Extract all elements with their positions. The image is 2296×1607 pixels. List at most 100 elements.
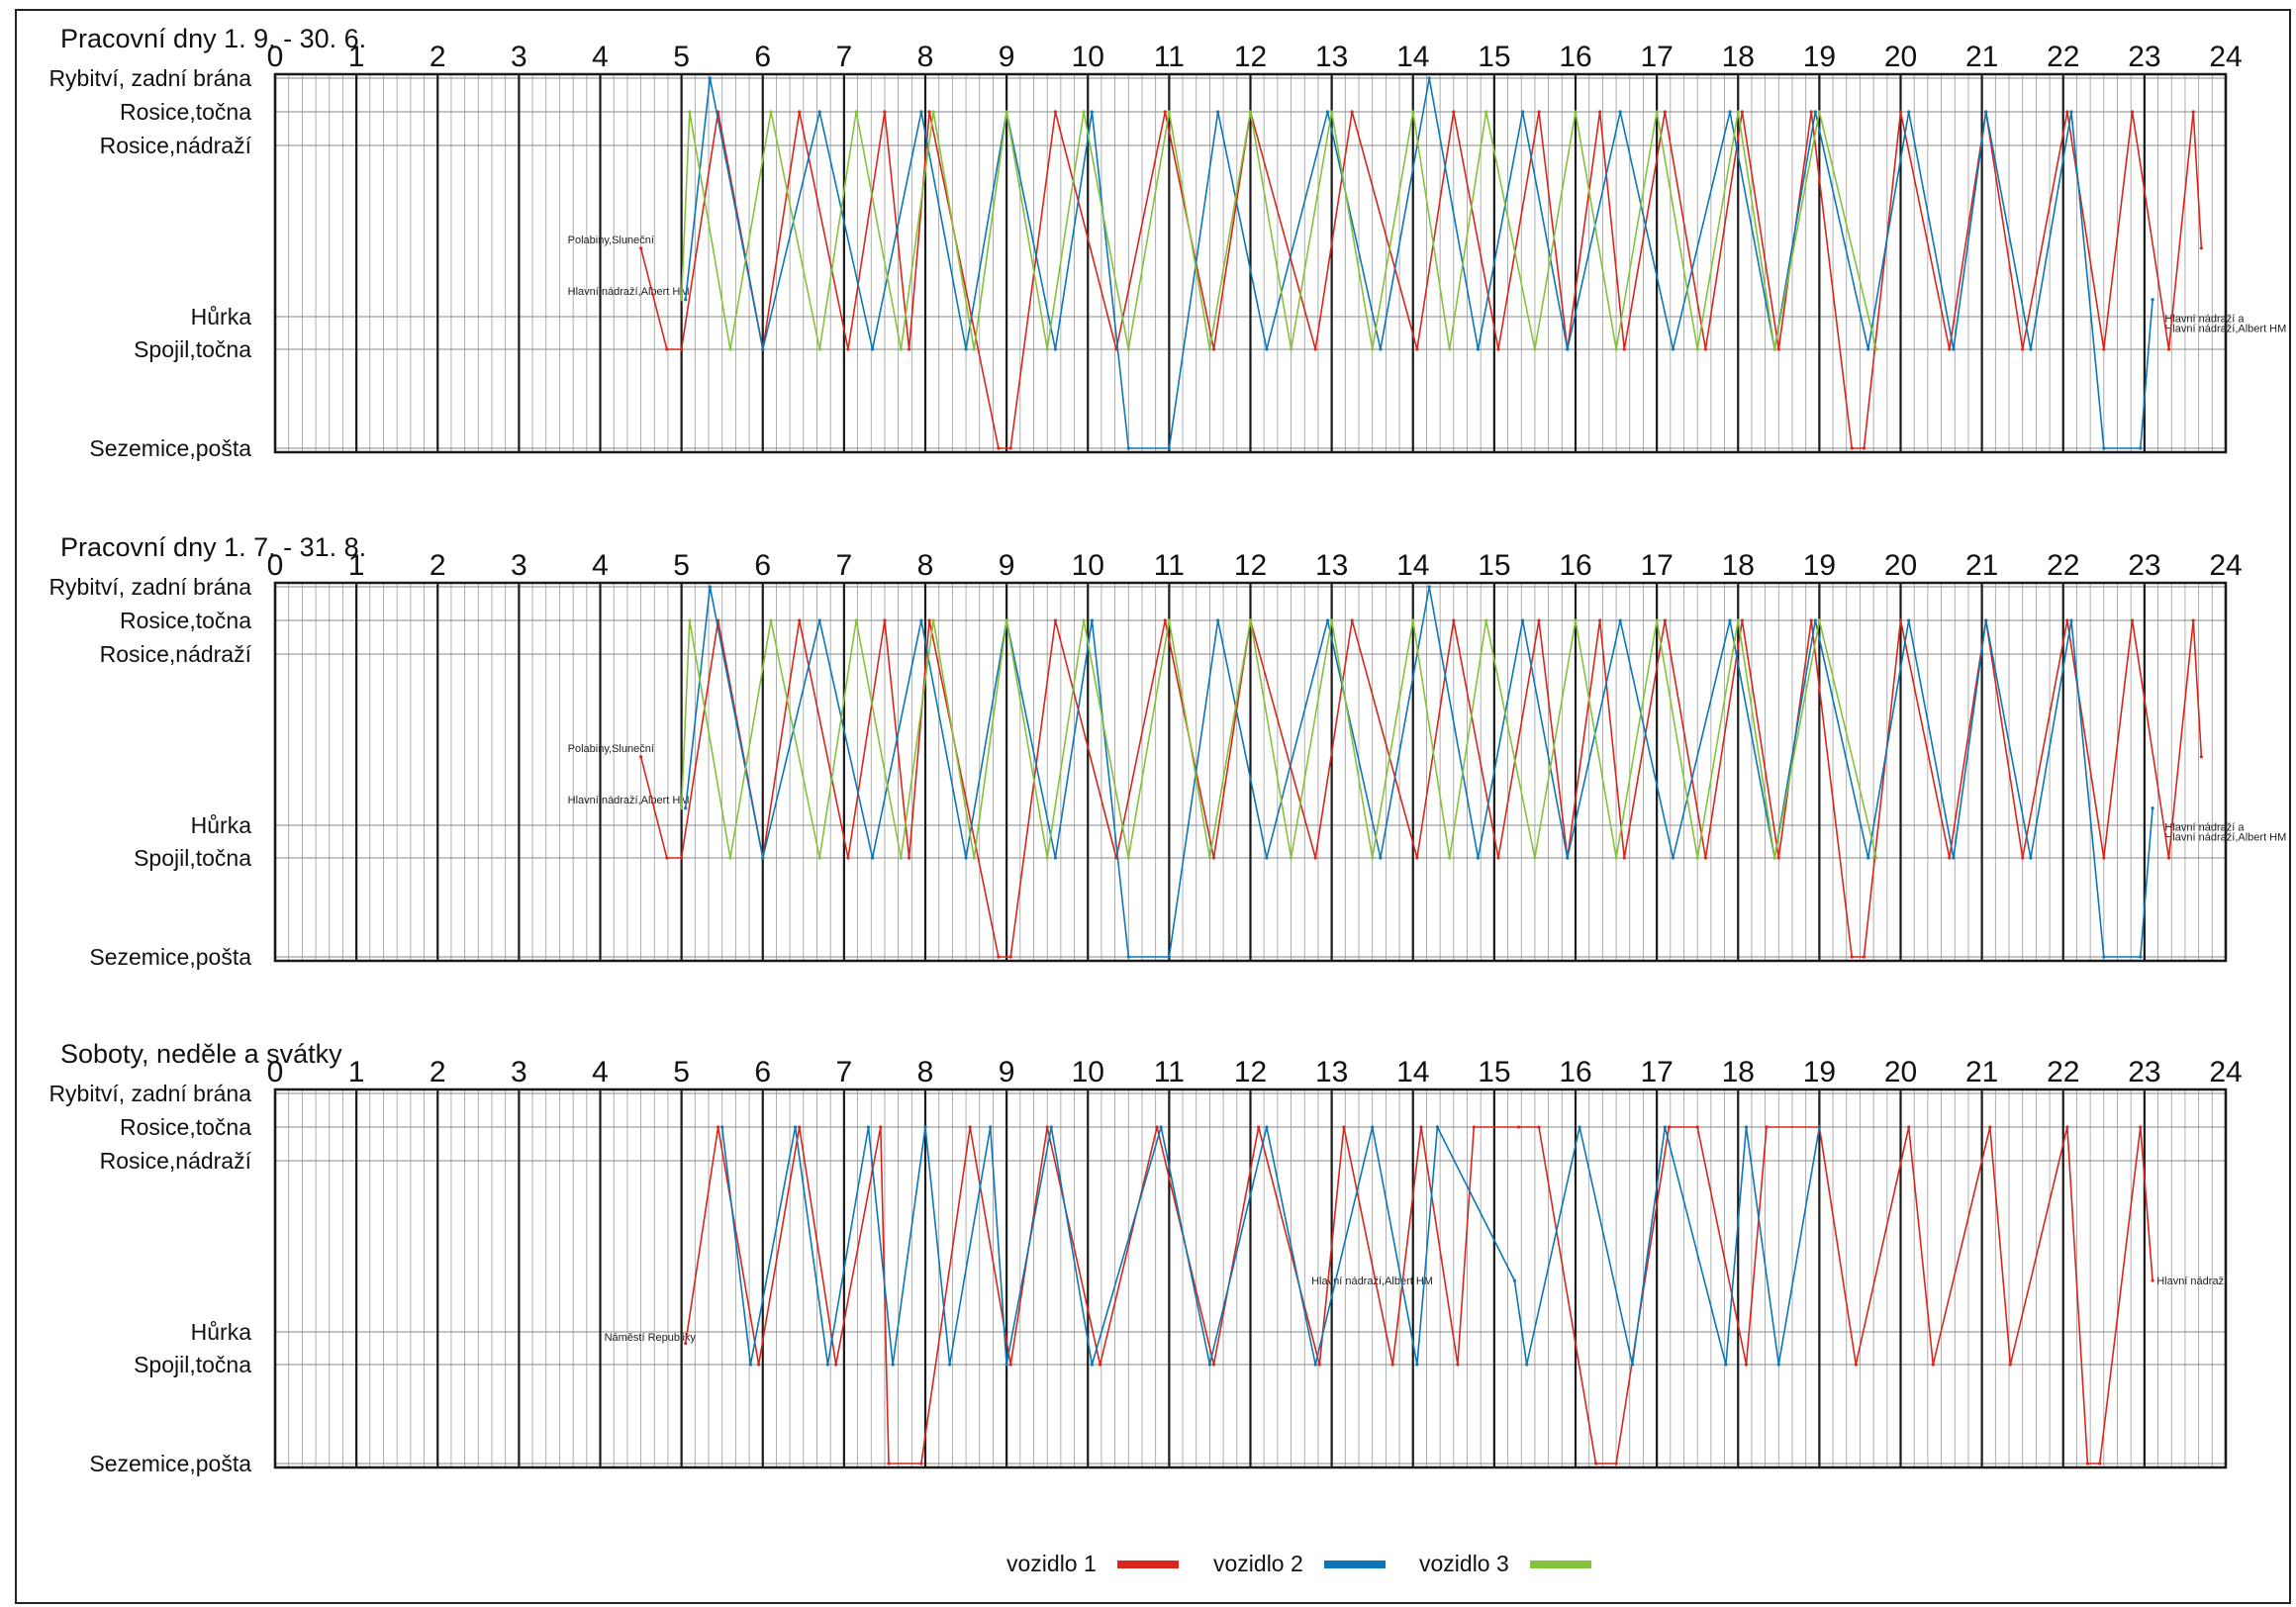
- series-point-vozidlo1: [1614, 1462, 1618, 1465]
- series-point-vozidlo3: [769, 618, 773, 622]
- series-point-vozidlo1: [879, 1125, 883, 1129]
- series-point-vozidlo1: [2151, 1278, 2154, 1282]
- series-point-vozidlo2: [2069, 618, 2073, 622]
- hour-tick-label: 10: [1072, 1056, 1104, 1088]
- stop-label: Rosice,točna: [120, 99, 251, 125]
- series-point-vozidlo3: [1614, 856, 1618, 860]
- series-point-vozidlo2: [1325, 110, 1330, 114]
- series-point-vozidlo3: [1695, 856, 1699, 860]
- branch-note: Hlavní nádraží a: [2164, 822, 2245, 834]
- series-point-vozidlo3: [728, 347, 732, 351]
- series-point-vozidlo1: [1948, 856, 1952, 860]
- series-point-vozidlo1: [968, 1125, 972, 1129]
- series-point-vozidlo1: [1622, 856, 1626, 860]
- series-point-vozidlo1: [1622, 347, 1626, 351]
- series-point-vozidlo2: [1984, 618, 1988, 622]
- series-point-vozidlo1: [1211, 347, 1216, 351]
- series-point-vozidlo1: [1744, 1363, 1749, 1367]
- hour-tick-label: 12: [1234, 41, 1267, 73]
- hour-tick-label: 20: [1884, 1056, 1917, 1088]
- series-point-vozidlo2: [871, 347, 875, 351]
- series-point-vozidlo3: [1004, 110, 1008, 114]
- series-point-vozidlo2: [1728, 618, 1732, 622]
- series-point-vozidlo1: [1695, 1125, 1699, 1129]
- series-point-vozidlo1: [1472, 1125, 1476, 1129]
- series-point-vozidlo1: [2021, 347, 2025, 351]
- hour-tick-label: 21: [1965, 549, 1998, 582]
- branch-note: Náměstí Republiky: [605, 1332, 697, 1344]
- series-point-vozidlo3: [1330, 110, 1334, 114]
- series-point-vozidlo3: [1289, 347, 1293, 351]
- series-point-vozidlo3: [1448, 856, 1452, 860]
- series-point-vozidlo1: [1415, 856, 1419, 860]
- series-point-vozidlo2: [1265, 856, 1269, 860]
- series-point-vozidlo1: [2139, 1125, 2143, 1129]
- series-point-vozidlo2: [1265, 1125, 1269, 1129]
- series-point-vozidlo1: [684, 1341, 688, 1346]
- series-point-vozidlo2: [2029, 856, 2033, 860]
- hour-tick-label: 4: [592, 1056, 609, 1088]
- series-point-vozidlo2: [2139, 955, 2143, 959]
- series-point-vozidlo1: [907, 856, 911, 860]
- series-point-vozidlo2: [866, 1125, 871, 1129]
- series-point-vozidlo3: [1655, 110, 1659, 114]
- series-point-vozidlo1: [927, 618, 931, 622]
- hour-tick-label: 17: [1640, 41, 1673, 73]
- series-point-vozidlo2: [891, 1363, 895, 1367]
- hour-tick-label: 14: [1396, 549, 1429, 582]
- series-point-vozidlo3: [1772, 856, 1776, 860]
- series-point-vozidlo1: [1163, 618, 1167, 622]
- series-point-vozidlo2: [1952, 856, 1956, 860]
- series-point-vozidlo1: [1854, 1363, 1858, 1367]
- series-point-vozidlo3: [1574, 110, 1578, 114]
- hour-tick-label: 1: [348, 549, 365, 582]
- hour-tick-label: 7: [836, 41, 853, 73]
- series-point-vozidlo1: [665, 856, 669, 860]
- hour-tick-label: 9: [999, 1056, 1015, 1088]
- series-point-vozidlo1: [846, 856, 850, 860]
- series-point-vozidlo2: [1744, 1125, 1749, 1129]
- hour-tick-label: 2: [430, 41, 446, 73]
- series-point-vozidlo2: [1167, 955, 1171, 959]
- hour-tick-label: 23: [2128, 1056, 2160, 1088]
- hour-tick-label: 8: [917, 41, 934, 73]
- series-point-vozidlo2: [1817, 1125, 1821, 1129]
- series-point-vozidlo1: [1907, 1125, 1911, 1129]
- stop-label: Spojil,točna: [134, 336, 251, 362]
- hour-tick-label: 7: [836, 1056, 853, 1088]
- series-point-vozidlo2: [1126, 955, 1130, 959]
- stop-label: Rybitví, zadní brána: [48, 574, 251, 600]
- series-point-vozidlo3: [1371, 856, 1375, 860]
- series-point-vozidlo3: [1874, 856, 1878, 860]
- series-point-vozidlo3: [1082, 618, 1086, 622]
- series-point-vozidlo1: [2130, 618, 2135, 622]
- series-point-vozidlo2: [1216, 110, 1220, 114]
- series-point-vozidlo1: [2130, 110, 2135, 114]
- series-point-vozidlo3: [972, 856, 976, 860]
- series-point-vozidlo1: [1809, 110, 1813, 114]
- hour-tick-label: 18: [1722, 1056, 1755, 1088]
- series-point-vozidlo1: [1809, 618, 1813, 622]
- series-point-vozidlo1: [716, 1125, 720, 1129]
- series-point-vozidlo2: [1313, 1363, 1317, 1367]
- hour-tick-label: 12: [1234, 549, 1267, 582]
- series-point-vozidlo1: [1537, 110, 1541, 114]
- stop-label: Sezemice,pošta: [89, 435, 251, 461]
- series-point-vozidlo3: [854, 618, 858, 622]
- series-point-vozidlo1: [1452, 110, 1456, 114]
- hour-tick-label: 5: [673, 549, 690, 582]
- hour-tick-label: 13: [1315, 41, 1348, 73]
- hour-tick-label: 15: [1478, 1056, 1510, 1088]
- series-point-vozidlo1: [1155, 1125, 1159, 1129]
- series-point-vozidlo1: [1008, 955, 1012, 959]
- series-point-vozidlo3: [899, 347, 903, 351]
- timetable-frame: Pracovní dny 1. 9. - 30. 6. Rybitví, zadn…: [15, 9, 2291, 1604]
- series-point-vozidlo3: [769, 110, 773, 114]
- series-point-vozidlo3: [1484, 618, 1488, 622]
- panel-2: Pracovní dny 1. 7. - 31. 8. Rybitví, zadn…: [48, 532, 2286, 970]
- hour-tick-label: 24: [2209, 549, 2242, 582]
- series-point-vozidlo1: [2102, 347, 2106, 351]
- series-point-vozidlo2: [1578, 1125, 1581, 1129]
- series-point-vozidlo1: [846, 347, 850, 351]
- series-point-vozidlo1: [1776, 856, 1780, 860]
